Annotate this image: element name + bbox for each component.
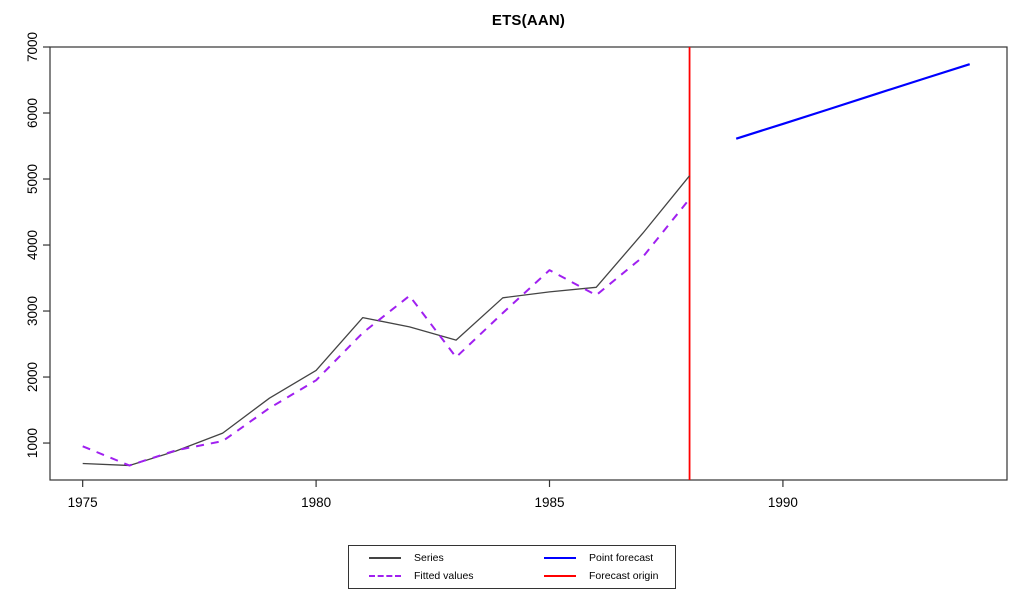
fitted-values-line-swatch [369,575,401,577]
legend-label-forecast-origin: Forecast origin [589,569,659,582]
legend-item-point-forecast: Point forecast [544,553,669,564]
legend-label-point-forecast: Point forecast [589,551,654,564]
point-forecast-line [735,63,971,140]
y-axis-tick-label: 2000 [25,362,40,392]
y-axis-tick-label: 5000 [25,164,40,194]
x-axis-tick-label: 1985 [534,495,564,510]
legend-item-series: Series [369,553,544,564]
fitted-values-line [82,198,691,467]
plot-border [49,46,1008,481]
legend-label-series: Series [414,551,444,564]
x-axis-tick-label: 1980 [301,495,331,510]
x-axis-tick-label: 1990 [768,495,798,510]
legend-item-forecast-origin: Forecast origin [544,571,669,582]
series-line [82,175,691,467]
y-axis-tick-label: 7000 [25,32,40,62]
series-line-swatch [369,557,401,559]
forecast-origin-line-swatch [544,575,576,577]
legend-item-fitted-values: Fitted values [369,571,544,582]
point-forecast-line-swatch [544,557,576,559]
y-axis-tick-label: 4000 [25,230,40,260]
chart-title: ETS(AAN) [491,12,566,29]
y-axis-tick-label: 1000 [25,428,40,458]
legend-label-fitted-values: Fitted values [414,569,474,582]
y-axis-tick-label: 3000 [25,296,40,326]
x-axis-tick-label: 1975 [68,495,98,510]
plot-area: 1975 1980 1985 1990 1000 2000 3000 4000 5000 6000… [25,32,1008,510]
legend: Series Fitted values Point forecast Fore… [348,545,676,589]
y-axis-tick-label: 6000 [25,98,40,128]
